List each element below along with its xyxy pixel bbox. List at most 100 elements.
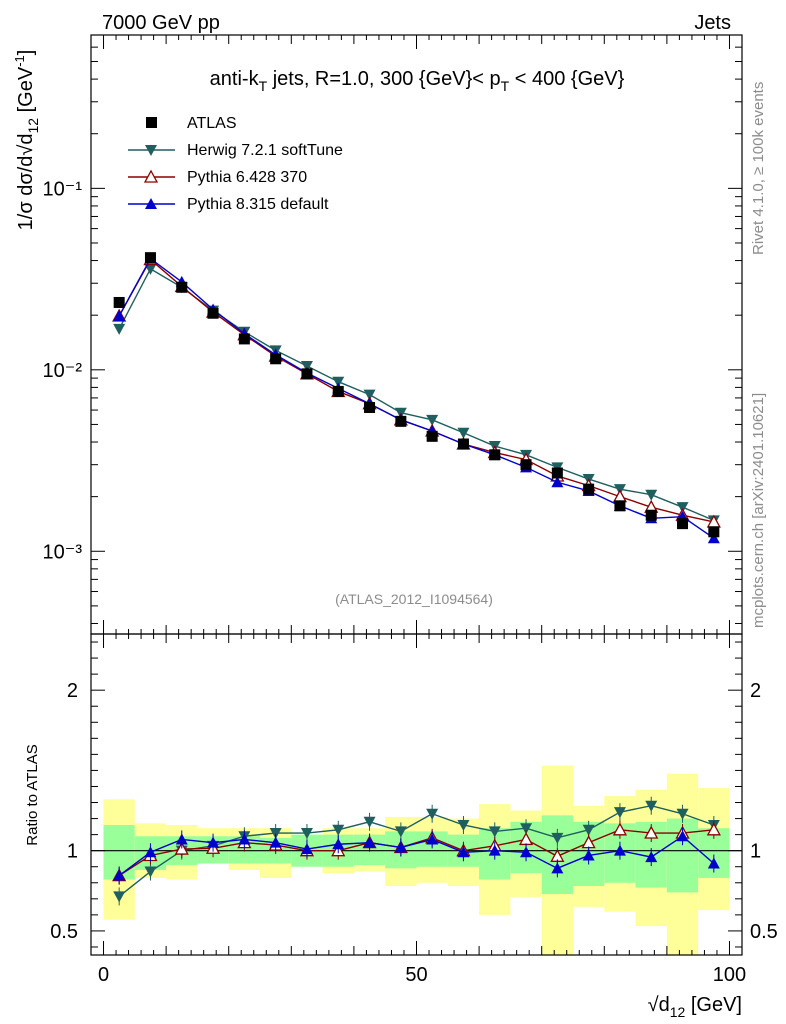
ratio-point	[238, 833, 251, 845]
main-ylabel: 1/σ dσ/d√d12 [GeV-1]	[12, 50, 41, 231]
ratio-point	[144, 866, 157, 878]
main-point	[457, 427, 470, 439]
legend-entry-herwig: Herwig 7.2.1 softTune	[128, 142, 343, 159]
ratio-series-2	[113, 827, 720, 885]
ratio-point	[363, 836, 376, 848]
main-point	[270, 353, 282, 365]
ratio-point	[144, 846, 157, 858]
ratio-point	[394, 826, 407, 838]
ratio-point	[174, 841, 189, 855]
legend-label-herwig: Herwig 7.2.1 softTune	[187, 142, 343, 159]
ratio-point	[269, 828, 282, 840]
ratio-point	[207, 836, 220, 848]
main-point	[113, 323, 126, 335]
main-point	[395, 415, 407, 427]
main-title-sub2: T	[501, 78, 510, 94]
main-point	[520, 459, 532, 471]
main-point	[645, 509, 657, 521]
ratio-point	[363, 816, 376, 828]
main-point	[300, 360, 313, 372]
ratio-point	[707, 857, 720, 869]
ratio-point	[175, 833, 188, 845]
ratio-point	[551, 862, 564, 874]
ratio-point	[520, 846, 533, 858]
legend-marker-herwig	[145, 145, 157, 156]
main-point	[457, 438, 469, 450]
legend-entry-pythia8: Pythia 8.315 default	[128, 196, 329, 213]
main-y-tick-label: 10⁻³	[43, 541, 83, 563]
main-point	[426, 414, 439, 426]
ratio-point	[645, 851, 658, 863]
main-title-mid: jets, R=1.0, 300 {GeV}< p	[267, 68, 501, 90]
xlabel: √d12 [GeV]	[648, 994, 742, 1020]
x-tick-label: 50	[405, 964, 427, 986]
legend-marker-pythia8	[145, 198, 157, 209]
legend: ATLAS Herwig 7.2.1 softTune Pythia 6.428…	[128, 115, 343, 213]
main-point	[677, 518, 689, 530]
ratio-point	[300, 828, 313, 840]
main-point	[426, 430, 438, 442]
x-tick-label: 0	[98, 964, 109, 986]
ratio-point	[613, 807, 626, 819]
ratio-uncertainty-bands	[103, 765, 730, 955]
ratio-line-0	[118, 805, 715, 897]
ratio-series	[112, 796, 721, 906]
legend-label-pythia8: Pythia 8.315 default	[187, 196, 329, 213]
ratio-point	[582, 849, 595, 861]
ratio-y-tick-label-right: 1	[750, 841, 761, 863]
ratio-point	[676, 830, 689, 842]
main-title-post: < 400 {GeV}	[509, 68, 624, 90]
main-point	[363, 389, 376, 401]
ratio-y-tick-label-left: 1	[67, 841, 78, 863]
legend-marker-pythia6	[143, 169, 159, 183]
legend-entry-pythia6: Pythia 6.428 370	[128, 169, 307, 186]
legend-marker-atlas	[146, 117, 157, 128]
ratio-y-tick-label-left: 2	[67, 680, 78, 702]
main-point	[144, 263, 157, 275]
main-point	[645, 489, 658, 501]
main-point	[364, 401, 376, 413]
legend-label-atlas: ATLAS	[187, 115, 237, 132]
main-title-sub1: T	[259, 78, 268, 94]
ratio-point	[426, 808, 439, 820]
x-tick-label: 100	[713, 964, 746, 986]
ratio-y-tick-label-right: 2	[750, 680, 761, 702]
main-point	[676, 502, 689, 514]
main-line-3	[118, 257, 715, 539]
ratio-point	[644, 825, 659, 839]
main-point	[301, 368, 313, 380]
main-y-tick-label: 10⁻²	[43, 360, 83, 382]
ratio-point	[113, 891, 126, 903]
main-title: anti-kT jets, R=1.0, 300 {GeV}< pT < 400…	[210, 68, 625, 94]
ratio-point	[457, 819, 470, 831]
ratio-y-tick-label-right: 0.5	[750, 921, 778, 943]
main-point	[489, 449, 501, 461]
main-point	[707, 532, 720, 544]
analysis-label: (ATLAS_2012_I1094564)	[335, 591, 493, 607]
ratio-point	[457, 846, 470, 858]
main-point	[113, 296, 125, 308]
ratio-point	[645, 800, 658, 812]
ratio-line-2	[118, 835, 715, 877]
ratio-point	[300, 843, 313, 855]
main-point	[551, 476, 564, 488]
main-point	[144, 252, 156, 264]
ratio-point	[394, 841, 407, 853]
ratio-point	[551, 832, 564, 844]
ratio-point	[613, 844, 626, 856]
main-point	[708, 526, 720, 538]
main-line-2	[118, 258, 714, 523]
main-title-pre: anti-k	[210, 68, 260, 90]
ratio-point	[488, 844, 501, 856]
legend-entry-atlas: ATLAS	[146, 115, 237, 132]
axes: 0 50 100 10⁻³ 10⁻² 10⁻¹ 0.5 0.5 1 1 2 2	[43, 35, 778, 986]
main-series-0	[113, 252, 720, 538]
main-series-2	[112, 252, 721, 528]
ratio-point	[332, 824, 345, 836]
ratio-point	[488, 826, 501, 838]
mcplots-label: mcplots.cern.ch [arXiv:2401.10621]	[750, 393, 767, 628]
rivet-label: Rivet 4.1.0, ≥ 100k events	[750, 82, 767, 255]
main-point	[551, 467, 563, 479]
ratio-point	[582, 824, 595, 836]
